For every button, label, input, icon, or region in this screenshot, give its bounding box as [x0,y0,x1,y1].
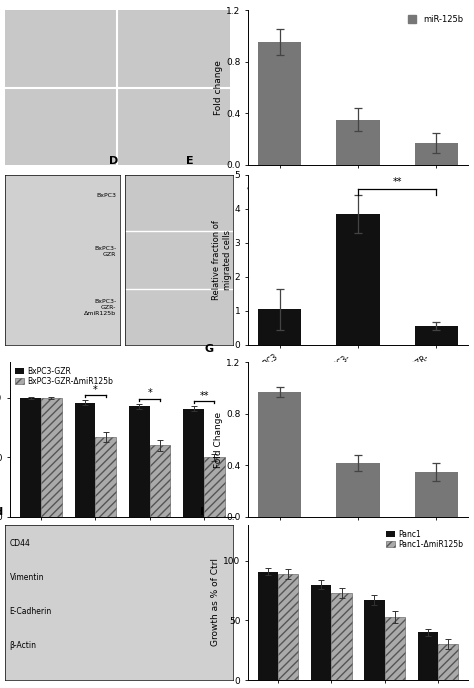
Bar [384,617,405,680]
Bar [258,42,301,165]
Bar [415,326,458,345]
Y-axis label: Fold change: Fold change [214,60,223,115]
Y-axis label: Growth as % of Ctrl: Growth as % of Ctrl [211,559,220,647]
Text: BxPC3-
GZR-
ΔmiR125b: BxPC3- GZR- ΔmiR125b [84,299,116,316]
Y-axis label: Relative fraction of
migrated cells: Relative fraction of migrated cells [212,220,232,300]
Text: G: G [204,344,213,354]
Text: H: H [0,507,3,517]
Bar [438,644,458,680]
Bar [311,585,331,680]
Text: D: D [109,156,118,166]
Text: CD44: CD44 [9,539,30,548]
Bar [183,409,204,517]
Bar [258,391,301,517]
Bar [204,458,225,517]
Text: Vimentin: Vimentin [9,573,44,582]
Bar [337,214,380,345]
Text: A: A [0,0,5,2]
Text: BxPC3: BxPC3 [96,193,116,198]
Bar [258,572,278,680]
Text: B: B [209,0,217,2]
Bar [337,120,380,165]
Bar [331,593,352,680]
X-axis label: Gemcitabine (μg/ml): Gemcitabine (μg/ml) [76,539,169,548]
Text: β-Actin: β-Actin [9,641,36,650]
Bar [365,600,384,680]
Text: *: * [147,388,152,398]
Text: E: E [186,156,194,166]
Text: **: ** [200,391,209,400]
Bar [41,398,62,517]
Text: **: ** [392,177,402,187]
Legend: Panc1, Panc1-ΔmiR125b: Panc1, Panc1-ΔmiR125b [385,529,464,550]
Text: *: * [93,385,98,395]
Legend: miR-125b: miR-125b [407,14,464,25]
Legend: BxPC3-GZR, BxPC3-GZR-ΔmiR125b: BxPC3-GZR, BxPC3-GZR-ΔmiR125b [14,366,113,387]
Bar [418,632,438,680]
Text: BxPC3-
GZR: BxPC3- GZR [94,246,116,257]
Bar [74,402,95,517]
Bar [337,463,380,517]
Bar [20,398,41,517]
Bar [150,445,170,517]
Bar [258,310,301,345]
Text: E-Cadherin: E-Cadherin [9,608,52,616]
Text: I: I [200,507,204,517]
Bar [415,472,458,517]
Bar [129,406,150,517]
Bar [415,143,458,165]
Bar [278,574,299,680]
Bar [95,437,116,517]
Y-axis label: Fold Change: Fold Change [214,411,223,468]
